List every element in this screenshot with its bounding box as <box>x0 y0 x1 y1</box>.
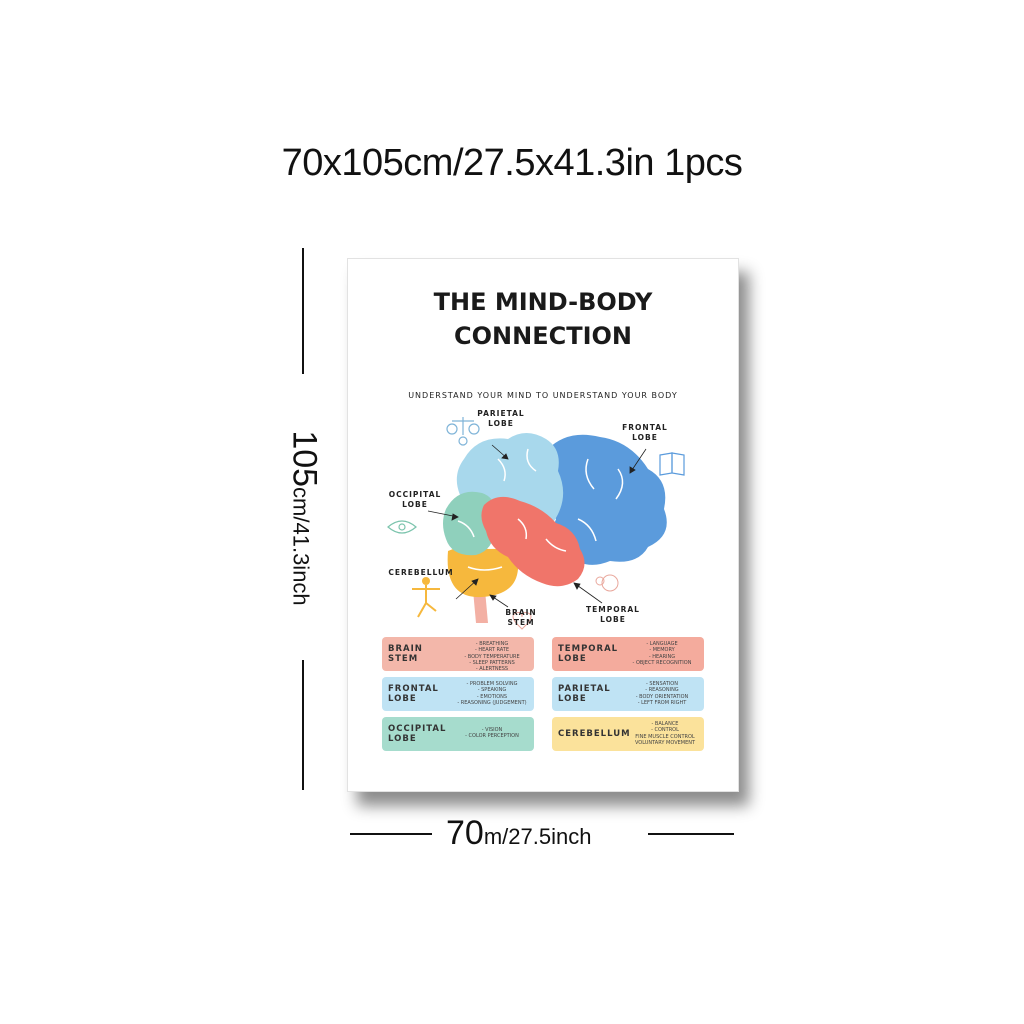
card-item: - MEMORY <box>649 647 675 654</box>
card-items: - VISION - COLOR PERCEPTION <box>452 727 532 740</box>
card-name: FRONTAL LOBE <box>388 684 439 704</box>
label-cerebellum: CEREBELLUM <box>388 568 454 577</box>
balance-scale-icon <box>446 417 480 446</box>
height-value: 105 <box>285 430 324 488</box>
card-item: - REASONING <box>645 687 679 694</box>
person-balancing-icon <box>412 577 440 618</box>
card-temporal-lobe: TEMPORAL LOBE - LANGUAGE - MEMORY - HEAR… <box>552 637 704 671</box>
card-frontal-lobe: FRONTAL LOBE - PROBLEM SOLVING - SPEAKIN… <box>382 677 534 711</box>
card-parietal-lobe: PARIETAL LOBE - SENSATION - REASONING - … <box>552 677 704 711</box>
poster-subtitle: UNDERSTAND YOUR MIND TO UNDERSTAND YOUR … <box>408 391 678 400</box>
eye-icon <box>387 520 417 534</box>
occipital-lobe-shape <box>443 491 496 556</box>
size-headline: 70x105cm/27.5x41.3in 1pcs <box>281 142 743 184</box>
card-brain-stem: BRAIN STEM - BREATHING - HEART RATE - BO… <box>382 637 534 672</box>
card-name: CEREBELLUM <box>558 729 631 739</box>
frontal-lobe-shape <box>544 434 667 565</box>
width-dimension-label: 70m/27.5inch <box>446 814 591 853</box>
card-name: OCCIPITAL LOBE <box>388 724 447 744</box>
width-line-right <box>648 833 734 835</box>
width-unit: m/27.5inch <box>483 824 592 849</box>
cerebellum-shape <box>447 546 519 598</box>
card-occipital-lobe: OCCIPITAL LOBE - VISION - COLOR PERCEPTI… <box>382 717 534 751</box>
card-item: - COLOR PERCEPTION <box>465 733 519 740</box>
card-item: - BODY TEMPERATURE <box>464 653 520 660</box>
card-item: - SENSATION <box>646 681 678 687</box>
card-items: - BALANCE - CONTROL FINE MUSCLE CONTROL … <box>628 721 702 746</box>
card-item: VOLUNTARY MOVEMENT <box>634 739 696 746</box>
width-line-left <box>350 833 432 835</box>
card-item: - CONTROL <box>651 727 679 734</box>
card-items: - LANGUAGE - MEMORY - HEARING - OBJECT R… <box>622 641 702 666</box>
ear-icon <box>595 574 619 592</box>
card-name: PARIETAL LOBE <box>558 684 611 704</box>
card-item: - LANGUAGE <box>646 641 678 647</box>
label-brain-stem: BRAIN STEM <box>505 608 537 627</box>
card-item: - SPEAKING <box>477 687 507 694</box>
temporal-lobe-shape <box>481 496 585 587</box>
brain-illustration <box>387 417 685 630</box>
card-item: - BREATHING <box>475 641 509 647</box>
card-item: - ALERTNESS <box>475 666 509 673</box>
card-items: - BREATHING - HEART RATE - BODY TEMPERAT… <box>452 641 532 672</box>
heart-icon <box>512 612 532 630</box>
card-item: - SLEEP PATTERNS <box>469 659 515 666</box>
card-name: TEMPORAL LOBE <box>558 644 619 664</box>
card-cerebellum: CEREBELLUM - BALANCE - CONTROL FINE MUSC… <box>552 717 704 751</box>
card-item: - BODY ORIENTATION <box>635 693 689 700</box>
poster: THE MIND-BODY CONNECTION UNDERSTAND YOUR… <box>347 258 739 792</box>
label-parietal-lobe: PARIETAL LOBE <box>477 409 525 428</box>
card-item: - HEART RATE <box>474 647 509 654</box>
card-item: - REASONING (JUDGEMENT) <box>457 699 527 706</box>
height-line-top <box>302 248 304 374</box>
poster-title-line2: CONNECTION <box>454 322 632 350</box>
label-occipital-lobe: OCCIPITAL LOBE <box>388 490 442 509</box>
card-item: FINE MUSCLE CONTROL <box>635 733 695 740</box>
card-name: BRAIN STEM <box>388 644 423 664</box>
label-temporal-lobe: TEMPORAL LOBE <box>586 605 640 624</box>
card-item: - VISION <box>481 727 503 733</box>
card-item: - EMOTIONS <box>476 693 508 700</box>
book-icon <box>659 452 685 476</box>
card-item: - PROBLEM SOLVING <box>466 681 518 687</box>
label-frontal-lobe: FRONTAL LOBE <box>622 423 668 442</box>
height-dimension-label: 105cm/41.3inch <box>285 388 324 648</box>
card-item: - OBJECT RECOGNITION <box>632 659 692 666</box>
card-item: - BALANCE <box>651 721 679 727</box>
height-line-bottom <box>302 660 304 790</box>
card-item: - LEFT FROM RIGHT <box>637 699 687 706</box>
width-value: 70 <box>446 814 484 852</box>
card-item: - HEARING <box>648 653 676 660</box>
poster-title-line1: THE MIND-BODY <box>433 288 653 316</box>
height-unit: cm/41.3inch <box>288 487 314 606</box>
card-items: - SENSATION - REASONING - BODY ORIENTATI… <box>622 681 702 706</box>
poster-title: THE MIND-BODY CONNECTION <box>348 285 738 353</box>
card-items: - PROBLEM SOLVING - SPEAKING - EMOTIONS … <box>452 681 532 706</box>
